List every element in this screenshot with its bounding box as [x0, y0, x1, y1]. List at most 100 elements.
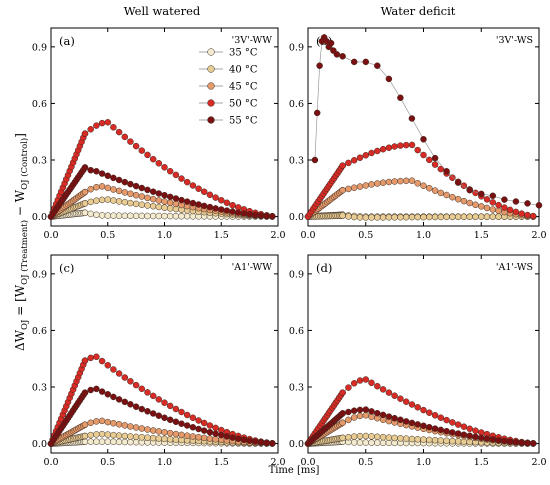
data-point [345, 185, 352, 193]
data-point [235, 435, 242, 443]
x-tick-label: 0.0 [300, 457, 315, 468]
data-point [489, 436, 497, 443]
data-point [339, 212, 346, 219]
data-point [374, 382, 381, 390]
data-point [449, 213, 456, 221]
data-point [529, 212, 537, 220]
data-point [93, 385, 100, 393]
data-point [121, 374, 129, 381]
y-tick-label: 0.0 [289, 439, 304, 450]
y-tick-label: 0.0 [289, 212, 304, 223]
data-point [257, 212, 265, 219]
data-point [391, 214, 398, 221]
data-point [374, 62, 381, 69]
data-point [98, 212, 106, 219]
x-tick-label: 1.0 [416, 230, 431, 241]
data-point [443, 168, 450, 175]
data-point [87, 419, 94, 427]
data-point [495, 207, 502, 215]
data-point [132, 142, 140, 150]
data-point [104, 119, 112, 126]
data-point [391, 143, 398, 150]
y-tick-label: 0.6 [32, 99, 47, 110]
data-point [155, 190, 163, 197]
data-point [155, 212, 163, 220]
data-point [189, 414, 197, 422]
data-point [402, 435, 410, 442]
data-point [454, 179, 462, 186]
data-point [127, 180, 134, 188]
data-point [104, 391, 112, 398]
data-point [356, 214, 364, 221]
x-tick-label: 1.0 [157, 457, 172, 468]
legend-item: 45 °C [199, 82, 258, 93]
treatment-label: 'A1'-WW [232, 262, 273, 273]
data-point [93, 353, 100, 361]
data-point [110, 438, 117, 446]
data-point [178, 175, 185, 182]
x-tick-label: 0.5 [358, 230, 373, 241]
data-point [138, 193, 146, 200]
x-tick-label: 0.0 [43, 457, 58, 468]
x-tick-label: 0.0 [43, 230, 58, 241]
data-point [362, 182, 370, 189]
data-point [420, 406, 427, 414]
data-point [166, 402, 174, 410]
data-point [506, 438, 514, 445]
data-point [385, 413, 393, 420]
data-point [121, 133, 129, 141]
data-point [132, 403, 140, 410]
data-point [483, 213, 491, 220]
data-point [512, 198, 520, 205]
data-point [518, 439, 525, 446]
data-point [356, 154, 364, 161]
data-point [149, 188, 157, 195]
data-point [466, 199, 473, 207]
data-point [333, 51, 341, 58]
data-point [110, 186, 117, 193]
x-tick-label: 0.5 [358, 457, 373, 468]
data-point [121, 212, 129, 220]
data-point [110, 197, 117, 204]
data-point [483, 435, 491, 442]
y-tick-label: 0.3 [289, 156, 304, 167]
data-point [206, 435, 214, 442]
data-point [356, 406, 364, 414]
data-point [339, 162, 346, 169]
data-point [121, 432, 129, 440]
legend-label: 35 °C [229, 48, 258, 59]
data-point [104, 172, 112, 180]
data-point [81, 188, 89, 196]
legend-marker [207, 48, 215, 56]
column-title-well-watered: Well watered [124, 4, 201, 18]
data-point [81, 130, 89, 137]
data-point [104, 184, 112, 192]
data-point [345, 384, 352, 391]
data-point [166, 416, 174, 424]
data-point [362, 58, 370, 66]
data-point [391, 434, 398, 442]
panel-c: 0.0 0.5 1.0 1.5 2.0 0.0 0.3 0.6 0.9 (c) 'A1'-WW [32, 254, 286, 468]
data-point [87, 354, 94, 362]
data-point [460, 438, 468, 445]
data-point [115, 198, 123, 205]
data-point [172, 200, 180, 208]
data-point [93, 431, 100, 438]
y-tick-label: 0.0 [32, 212, 47, 223]
data-point [121, 178, 129, 186]
data-point [518, 210, 525, 217]
data-point [431, 213, 439, 221]
panel-label: (d) [316, 261, 332, 275]
data-point [478, 213, 485, 220]
data-point [127, 212, 134, 220]
data-point [183, 411, 191, 419]
data-point [414, 404, 421, 411]
series-55C [47, 164, 276, 220]
data-point [443, 437, 450, 445]
data-point [87, 126, 94, 133]
data-point [269, 213, 276, 220]
data-point [391, 414, 398, 422]
data-point [93, 183, 100, 191]
data-point [121, 398, 129, 406]
data-point [223, 433, 231, 440]
